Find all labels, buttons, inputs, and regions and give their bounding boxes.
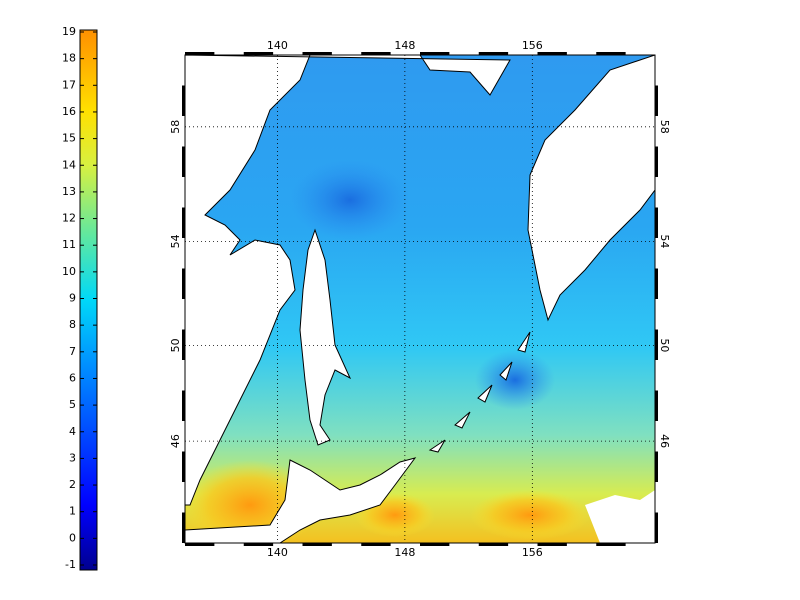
graticule	[185, 55, 655, 543]
cold-patch	[290, 160, 410, 240]
colorbar-tick-label: 4	[69, 425, 76, 438]
lat-tick-label: 50	[658, 338, 671, 352]
colorbar-tick-label: 7	[69, 345, 76, 358]
colorbar-tick-label: 19	[62, 25, 76, 38]
colorbar-tick-label: 10	[62, 265, 76, 278]
colorbar-tick-label: -1	[65, 558, 76, 571]
frame-band	[243, 543, 274, 546]
colorbar-tick-label: 5	[69, 398, 76, 411]
frame-band	[420, 543, 450, 546]
frame-band	[655, 207, 658, 238]
frame-band	[182, 451, 185, 482]
cold-patch	[475, 350, 555, 410]
sakhalin	[299, 228, 352, 446]
lat-tick-label: 58	[169, 120, 182, 134]
warm-patch	[470, 490, 590, 540]
frame-band	[182, 207, 185, 238]
frame-band	[537, 52, 567, 55]
map-labels: 140 140 148 148 156 156 46 46 50 50 54 54 58 58	[169, 39, 671, 559]
frame-band	[655, 512, 658, 543]
frame-band	[596, 543, 626, 546]
colorbar-tick-label: 6	[69, 371, 76, 384]
colorbar-tick-label: 16	[62, 105, 76, 118]
colorbar-tick-label: 15	[62, 132, 76, 145]
frame-band	[182, 268, 185, 299]
no-data	[585, 490, 655, 543]
lat-tick-label: 54	[169, 234, 182, 248]
colorbar	[79, 29, 98, 571]
frame-band	[655, 146, 658, 177]
frame-band	[182, 146, 185, 177]
lat-tick-label: 50	[169, 338, 182, 352]
frame-band	[655, 268, 658, 299]
colorbar-tick-label: 2	[69, 478, 76, 491]
lon-tick-label: 140	[267, 546, 288, 559]
frame-band	[182, 390, 185, 421]
lon-tick-label: 140	[267, 39, 288, 52]
frame-band	[537, 543, 567, 546]
lon-tick-label: 148	[394, 39, 415, 52]
colorbar-tick-label: 3	[69, 451, 76, 464]
frame-band	[478, 52, 509, 55]
mainland	[185, 55, 511, 506]
frame-band	[185, 52, 215, 55]
lon-tick-label: 148	[394, 546, 415, 559]
frame-band	[302, 52, 332, 55]
lat-tick-label: 46	[658, 434, 671, 448]
frame-band	[182, 85, 185, 116]
colorbar-tick-label: 1	[69, 505, 76, 518]
frame-band	[185, 543, 215, 546]
colorbar-tick-label: 11	[62, 238, 76, 251]
frame-band	[420, 52, 450, 55]
lon-tick-label: 156	[522, 39, 543, 52]
colorbar-tick-label: 12	[62, 212, 76, 225]
frame-band	[302, 543, 332, 546]
frame-band	[596, 52, 626, 55]
kamchatka	[527, 55, 655, 322]
frame-band	[361, 52, 391, 55]
hokkaido	[185, 457, 417, 543]
lat-tick-label: 58	[658, 120, 671, 134]
frame-band	[655, 451, 658, 482]
frame-band	[655, 329, 658, 360]
frame-band	[182, 512, 185, 543]
colorbar-tick-label: 14	[62, 158, 76, 171]
frame-band	[243, 52, 274, 55]
lon-tick-label: 156	[522, 546, 543, 559]
colorbar-tick-label: 8	[69, 318, 76, 331]
lat-tick-label: 46	[169, 434, 182, 448]
frame-band	[655, 85, 658, 116]
colorbar-tick-label: 0	[69, 531, 76, 544]
lat-tick-label: 54	[658, 234, 671, 248]
colorbar-tick-label: 18	[62, 52, 76, 65]
frame-band	[655, 390, 658, 421]
kuril-islands	[428, 331, 531, 453]
frame-band	[182, 329, 185, 360]
colorbar-tick-label: 17	[62, 78, 76, 91]
frame-band	[361, 543, 391, 546]
colorbar-tick-label: 13	[62, 185, 76, 198]
frame-band	[478, 543, 509, 546]
colorbar-tick-label: 9	[69, 292, 76, 305]
map-field	[185, 55, 655, 543]
